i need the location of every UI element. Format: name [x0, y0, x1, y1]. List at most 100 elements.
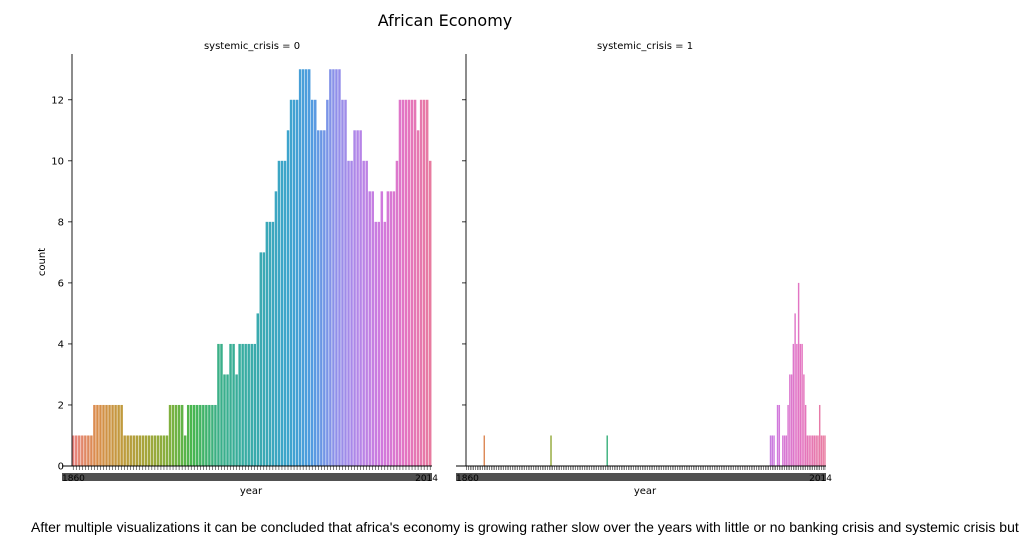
p1-x-tick-label-last: 2014: [809, 474, 832, 484]
p0-bar: [174, 404, 178, 466]
p1-bar: [815, 435, 817, 466]
p0-bar: [144, 435, 148, 466]
panel-0-y-axis: 0 2 4 6 8 10 12: [51, 54, 73, 473]
p0-bar: [329, 69, 332, 466]
p0-bar: [344, 99, 347, 466]
panel-systemic-crisis-1: systemic_crisis = 1 1860 2014 year: [456, 41, 832, 497]
p0-bar: [196, 404, 199, 466]
p0-bar: [317, 130, 320, 467]
p0-bar: [271, 221, 275, 466]
p0-bar: [205, 404, 208, 466]
p0-bar: [320, 130, 323, 467]
p0-bar: [268, 221, 272, 466]
p1-bar: [782, 435, 784, 466]
p0-bar: [199, 404, 202, 466]
p0-bar: [280, 160, 284, 466]
p0-bar: [356, 130, 359, 467]
p0-bar: [253, 343, 256, 466]
p0-bar: [380, 191, 384, 466]
p0-bar: [259, 252, 263, 466]
p1-bar: [606, 435, 608, 466]
p0-bar: [150, 435, 154, 466]
p0-bar: [368, 191, 371, 466]
p1-bar: [785, 435, 788, 466]
p0-bar: [156, 435, 160, 466]
p0-bar: [153, 435, 157, 466]
p0-bar: [301, 69, 305, 466]
p0-bar: [241, 343, 244, 466]
p1-bar: [776, 404, 779, 466]
p0-bar: [304, 69, 308, 466]
p0-bar: [416, 130, 420, 467]
p0-bar: [72, 435, 75, 466]
p1-bar: [822, 435, 824, 466]
p1-bar: [806, 435, 809, 466]
p1-bar: [794, 313, 796, 466]
p0-bar: [138, 435, 142, 466]
p0-bar: [419, 99, 423, 466]
p1-bar: [550, 435, 552, 466]
p1-bar: [787, 404, 789, 466]
p0-bar: [310, 99, 314, 466]
p0-bar: [117, 404, 120, 466]
p0-bar: [289, 99, 293, 466]
panel-0-x-axis: 1860 2014: [62, 465, 438, 484]
p0-bar: [220, 343, 223, 466]
p0-bar: [114, 404, 117, 466]
p1-bar: [817, 435, 819, 466]
p0-bar: [374, 221, 377, 466]
p0-bar: [314, 99, 317, 466]
p0-bar: [359, 130, 362, 467]
p0-bar: [256, 313, 260, 466]
p1-bar: [797, 282, 800, 466]
y-tick-label: 4: [58, 339, 64, 350]
p0-bar: [338, 69, 341, 466]
p0-bar: [404, 99, 408, 466]
p0-bar: [428, 160, 432, 466]
y-tick-label: 10: [51, 156, 64, 167]
y-tick-label: 8: [58, 217, 64, 228]
p0-bar: [341, 99, 344, 466]
p0-bar: [362, 160, 365, 466]
p0-bar: [162, 435, 166, 466]
p1-bar: [818, 404, 821, 466]
p0-bar: [132, 435, 135, 466]
p1-bar: [820, 435, 823, 466]
p1-bar: [799, 343, 802, 466]
p0-bar: [180, 404, 184, 466]
p1-bar: [801, 343, 803, 466]
p0-bar: [283, 160, 287, 466]
figure-canvas: African Economy systemic_crisis = 0 0 2 4 6…: [37, 11, 832, 497]
p0-bar: [295, 99, 299, 466]
p0-bar: [407, 99, 411, 466]
p0-bar: [353, 130, 356, 467]
p0-bar: [422, 99, 426, 466]
y-tick-label: 12: [51, 95, 64, 106]
p1-bar: [773, 435, 775, 466]
p0-bar: [307, 69, 311, 466]
p0-bar: [168, 404, 172, 466]
p0-bar: [335, 69, 338, 466]
p0-bar: [186, 404, 190, 466]
panel-0-title: systemic_crisis = 0: [204, 41, 300, 52]
p0-bar: [365, 160, 368, 466]
p0-x-tick-label-last: 2014: [415, 474, 438, 484]
p0-bar: [159, 435, 163, 466]
p0-bar: [108, 404, 111, 466]
panel-1-title: systemic_crisis = 1: [597, 41, 693, 52]
panel-1-x-label: year: [634, 486, 657, 497]
p0-bar: [244, 343, 247, 466]
p0-bar: [75, 435, 78, 466]
p0-bar: [392, 191, 396, 466]
p0-x-tick-labels-overlap: [62, 473, 432, 481]
p0-bar: [111, 404, 114, 466]
p0-bar: [410, 99, 414, 466]
p1-bar: [804, 404, 807, 466]
p0-bar: [223, 374, 226, 466]
p1-bar: [783, 435, 786, 466]
p1-bar: [803, 374, 805, 466]
p0-bar: [226, 374, 229, 466]
p1-x-tick-label-first: 1860: [456, 474, 479, 484]
caption-text: After multiple visualizations it can be …: [31, 519, 1019, 535]
p1-bar: [789, 374, 791, 466]
